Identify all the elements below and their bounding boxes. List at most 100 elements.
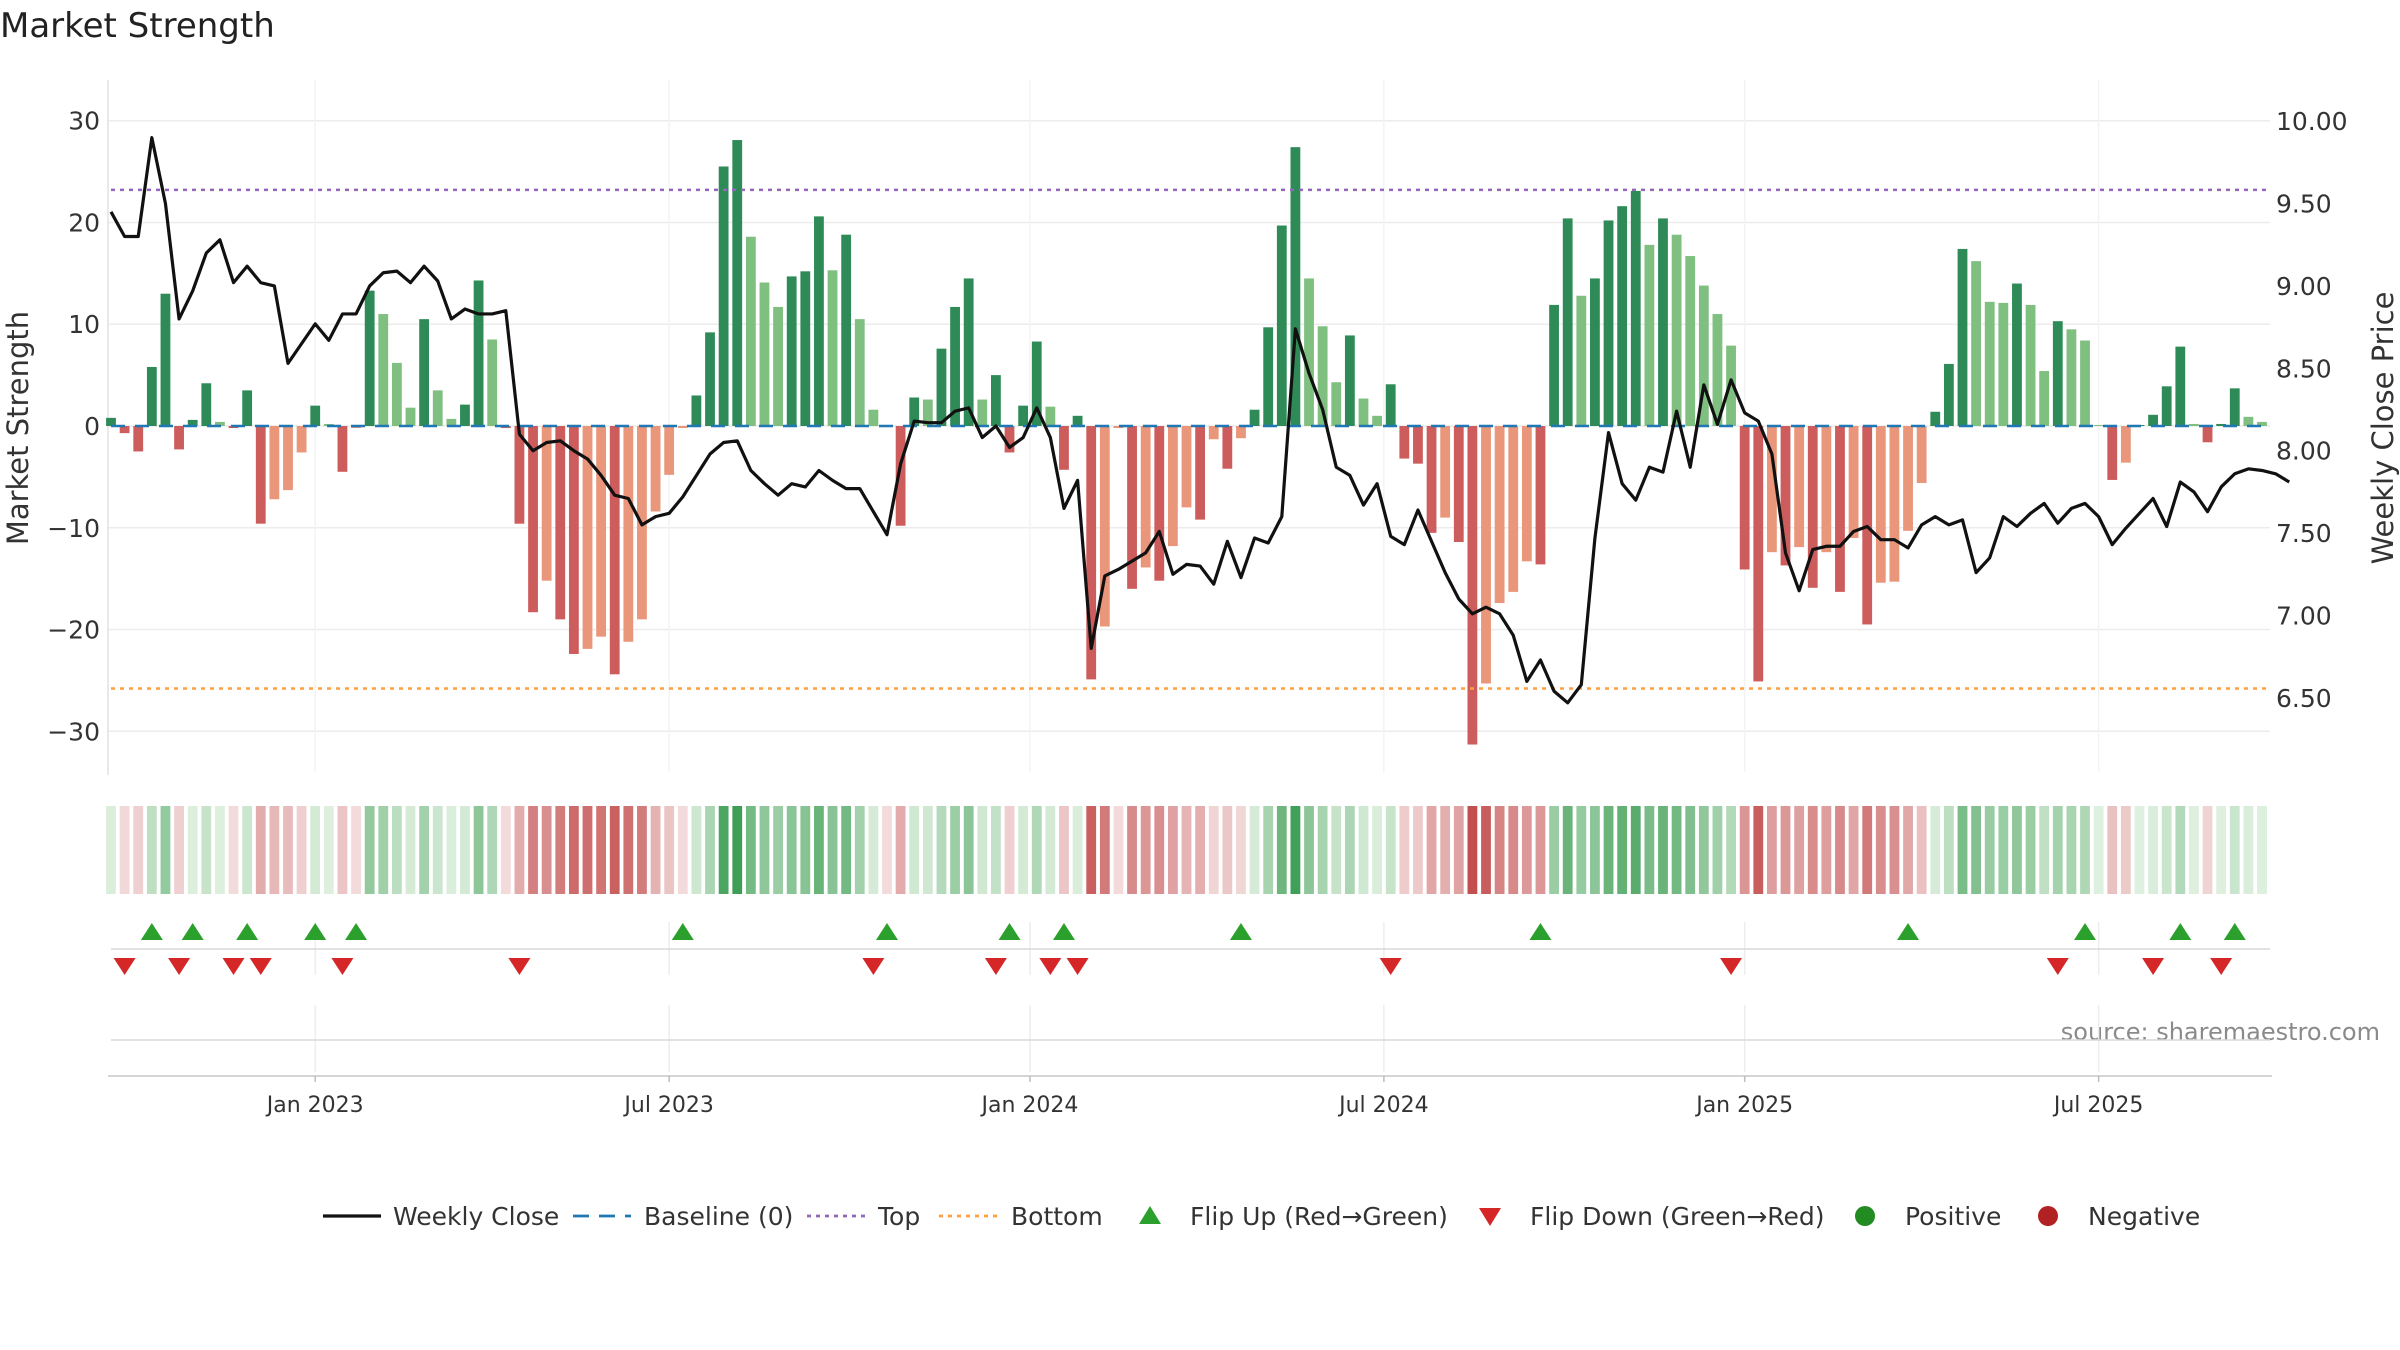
- regime-cell: [310, 806, 321, 894]
- y-tick-label: −20: [47, 616, 100, 645]
- strength-bar: [378, 314, 389, 426]
- regime-cell: [2257, 806, 2267, 894]
- regime-cell: [1276, 806, 1287, 894]
- regime-cell: [1467, 806, 1478, 894]
- strength-bar: [419, 319, 430, 426]
- strength-bar: [977, 399, 988, 426]
- regime-cell: [841, 806, 852, 894]
- strength-bar: [745, 236, 756, 426]
- strength-bar: [1998, 302, 2009, 426]
- flip-markers: [111, 923, 2270, 975]
- strength-bar: [1208, 426, 1219, 440]
- strength-bar: [1494, 426, 1505, 604]
- strength-bar: [160, 293, 171, 426]
- strength-bar: [623, 426, 634, 642]
- flip-up-marker: [1052, 923, 1075, 940]
- strength-bar: [528, 426, 538, 613]
- strength-bar: [759, 282, 770, 426]
- flip-down-marker: [222, 958, 245, 975]
- regime-cell: [882, 806, 892, 894]
- x-tick-label: Jul 2024: [1337, 1093, 1429, 1118]
- strength-bar: [800, 271, 811, 426]
- regime-cell: [2012, 806, 2022, 894]
- regime-cell: [664, 806, 675, 894]
- strength-bar: [310, 405, 321, 426]
- legend-positive-icon: [1855, 1206, 1875, 1226]
- regime-cell: [1344, 806, 1355, 894]
- y-tick-label: −10: [47, 514, 100, 543]
- strength-bar: [1072, 415, 1083, 426]
- regime-cell: [1562, 806, 1573, 894]
- strength-bar: [1766, 426, 1777, 553]
- strength-bar: [1671, 234, 1682, 426]
- regime-cell: [568, 806, 579, 894]
- regime-cell: [460, 806, 470, 894]
- strength-bar: [1481, 426, 1491, 684]
- grid-lines: [107, 80, 2270, 1072]
- regime-cell: [296, 806, 307, 894]
- strength-bar: [1372, 415, 1382, 426]
- strength-bar: [1086, 426, 1097, 680]
- regime-cell: [1195, 806, 1206, 894]
- regime-cell: [106, 806, 116, 894]
- strength-bar: [773, 306, 783, 426]
- weekly-close-line-group: [109, 136, 2291, 705]
- regime-cell: [2243, 806, 2254, 894]
- strength-bar: [1004, 426, 1015, 453]
- regime-cell: [991, 806, 1001, 894]
- flip-up-marker: [1229, 923, 1252, 940]
- strength-bar: [146, 366, 157, 426]
- strength-bar: [1331, 382, 1342, 426]
- regime-cell: [1113, 806, 1124, 894]
- strength-bar: [2216, 423, 2227, 426]
- regime-strip: [106, 806, 2267, 894]
- strength-bar: [1957, 248, 1968, 426]
- source-text: source: sharemaestro.com: [2061, 1018, 2380, 1046]
- regime-cell: [1984, 806, 1995, 894]
- strength-bar: [2039, 371, 2050, 426]
- regime-cell: [800, 806, 811, 894]
- regime-cell: [1181, 806, 1192, 894]
- regime-cell: [2039, 806, 2050, 894]
- regime-cell: [1263, 806, 1274, 894]
- strength-bar: [2120, 426, 2131, 463]
- y2-axis-ticks: 10.00 9.50 9.00 8.50 8.00 7.50 7.00 6.50: [2276, 107, 2348, 713]
- y2-tick-label: 10.00: [2276, 107, 2348, 136]
- regime-cell: [174, 806, 184, 894]
- regime-cell: [146, 806, 157, 894]
- regime-cell: [1208, 806, 1219, 894]
- regime-cell: [1903, 806, 1913, 894]
- regime-cell: [269, 806, 280, 894]
- regime-cell: [2148, 806, 2158, 894]
- strength-bar: [1916, 426, 1927, 483]
- regime-cell: [1004, 806, 1015, 894]
- regime-cell: [1535, 806, 1546, 894]
- regime-cell: [2066, 806, 2077, 894]
- regime-cell: [1331, 806, 1342, 894]
- regime-cell: [2202, 806, 2213, 894]
- y2-tick-label: 9.00: [2276, 272, 2332, 301]
- strength-bar: [1059, 426, 1069, 470]
- regime-cell: [473, 806, 484, 894]
- flip-down-marker: [1379, 958, 1402, 975]
- regime-cell: [2134, 806, 2145, 894]
- y-tick-label: 0: [84, 412, 100, 441]
- strength-bar: [1290, 147, 1301, 426]
- y-tick-label: −30: [47, 717, 100, 746]
- legend-flip-down-label: Flip Down (Green→Red): [1530, 1202, 1825, 1231]
- flip-up-marker: [2169, 923, 2192, 940]
- regime-cell: [732, 806, 743, 894]
- regime-cell: [1943, 806, 1954, 894]
- legend-flip-up-icon: [1139, 1206, 1161, 1224]
- strength-bar: [337, 426, 348, 472]
- legend-weekly-close-label: Weekly Close: [393, 1202, 559, 1231]
- strength-bar: [446, 418, 457, 426]
- strength-bar: [991, 375, 1001, 426]
- regime-cell: [2175, 806, 2186, 894]
- y2-tick-label: 7.00: [2276, 601, 2332, 630]
- y2-tick-label: 8.00: [2276, 437, 2332, 466]
- regime-cell: [160, 806, 171, 894]
- strength-bar: [1385, 384, 1396, 426]
- flip-down-marker: [1720, 958, 1743, 975]
